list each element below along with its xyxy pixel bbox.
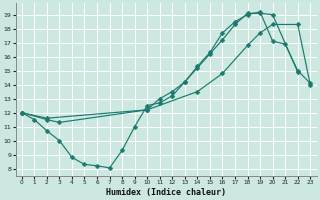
X-axis label: Humidex (Indice chaleur): Humidex (Indice chaleur) <box>106 188 226 197</box>
